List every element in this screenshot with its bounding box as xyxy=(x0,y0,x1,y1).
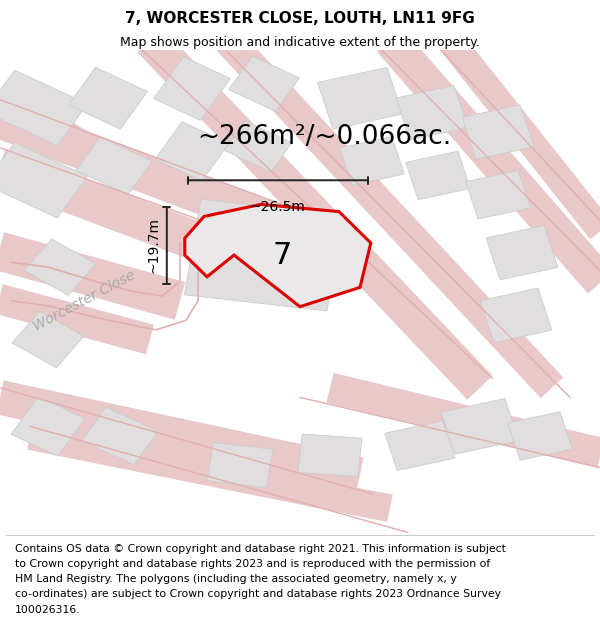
Text: ~266m²/~0.066ac.: ~266m²/~0.066ac. xyxy=(197,124,451,150)
Text: ~19.7m: ~19.7m xyxy=(146,217,161,273)
Polygon shape xyxy=(82,408,158,465)
Polygon shape xyxy=(480,288,552,342)
Text: 100026316.: 100026316. xyxy=(15,604,80,614)
Polygon shape xyxy=(406,151,470,200)
Polygon shape xyxy=(298,434,362,477)
Polygon shape xyxy=(224,121,292,172)
Text: Contains OS data © Crown copyright and database right 2021. This information is : Contains OS data © Crown copyright and d… xyxy=(15,544,506,554)
Polygon shape xyxy=(68,68,148,129)
Polygon shape xyxy=(184,199,344,311)
Polygon shape xyxy=(11,397,85,456)
Text: 7, WORCESTER CLOSE, LOUTH, LN11 9FG: 7, WORCESTER CLOSE, LOUTH, LN11 9FG xyxy=(125,11,475,26)
Polygon shape xyxy=(155,122,229,181)
Polygon shape xyxy=(154,57,230,121)
Polygon shape xyxy=(486,226,558,280)
Polygon shape xyxy=(185,204,371,307)
Text: co-ordinates) are subject to Crown copyright and database rights 2023 Ordnance S: co-ordinates) are subject to Crown copyr… xyxy=(15,589,501,599)
Polygon shape xyxy=(466,171,530,219)
Text: 7: 7 xyxy=(272,241,292,269)
Polygon shape xyxy=(24,239,96,296)
Text: HM Land Registry. The polygons (including the associated geometry, namely x, y: HM Land Registry. The polygons (includin… xyxy=(15,574,457,584)
Polygon shape xyxy=(396,86,468,140)
Polygon shape xyxy=(441,399,519,454)
Polygon shape xyxy=(76,137,152,194)
Polygon shape xyxy=(317,68,403,129)
Text: Worcester Close: Worcester Close xyxy=(31,268,137,334)
Text: Map shows position and indicative extent of the property.: Map shows position and indicative extent… xyxy=(120,36,480,49)
Polygon shape xyxy=(0,142,88,218)
Polygon shape xyxy=(508,412,572,460)
Text: to Crown copyright and database rights 2023 and is reproduced with the permissio: to Crown copyright and database rights 2… xyxy=(15,559,490,569)
Polygon shape xyxy=(207,442,273,488)
Polygon shape xyxy=(229,56,299,111)
Polygon shape xyxy=(462,105,534,159)
Polygon shape xyxy=(340,137,404,185)
Text: ~26.5m: ~26.5m xyxy=(250,199,306,214)
Polygon shape xyxy=(12,311,84,368)
Polygon shape xyxy=(385,421,455,471)
Polygon shape xyxy=(0,70,88,146)
